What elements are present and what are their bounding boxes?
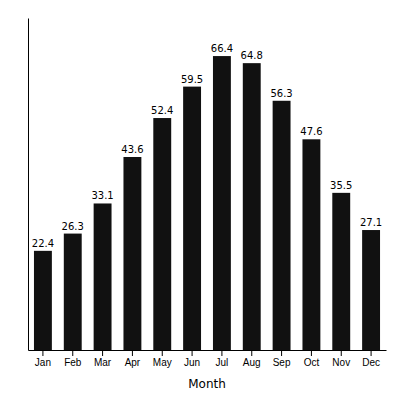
bars <box>34 56 380 350</box>
x-tick: Jul <box>216 350 229 368</box>
y-axis <box>28 19 29 351</box>
bar <box>64 234 82 350</box>
bar <box>153 118 171 350</box>
chart: 22.4 26.3 33.1 43.6 52.4 59.5 66.4 64.8 56.3 47.6… <box>0 0 400 400</box>
x-tick-label: Mar <box>94 357 112 368</box>
data-label: 59.5 <box>181 74 203 85</box>
bar <box>362 230 380 350</box>
x-tick: Apr <box>125 350 141 368</box>
x-tick: Oct <box>304 350 320 368</box>
x-tick-label: Oct <box>304 357 320 368</box>
bar <box>213 56 231 350</box>
data-label: 35.5 <box>330 180 352 191</box>
data-label: 26.3 <box>62 221 84 232</box>
x-tick-label: Jun <box>184 357 200 368</box>
bar <box>302 139 320 350</box>
x-tick: Jun <box>184 350 200 368</box>
x-tick-label: Feb <box>64 357 82 368</box>
x-tick-mark <box>162 350 163 356</box>
x-tick: May <box>153 350 172 368</box>
x-tick-mark <box>311 350 312 356</box>
x-axis: Jan Feb Mar Apr May Jun Jul Aug Sep Oct Nov Dec <box>29 350 387 368</box>
x-tick-mark <box>281 350 282 356</box>
x-tick: Nov <box>332 350 350 368</box>
x-tick-mark <box>251 350 252 356</box>
x-tick-mark <box>192 350 193 356</box>
x-axis-title: Month <box>188 377 226 391</box>
x-tick-label: Apr <box>125 357 141 368</box>
data-labels: 22.4 26.3 33.1 43.6 52.4 59.5 66.4 64.8 56.3 47.6… <box>32 43 382 249</box>
bar <box>332 193 350 350</box>
data-label: 22.4 <box>32 238 54 249</box>
x-tick: Dec <box>362 350 380 368</box>
x-tick-mark <box>132 350 133 356</box>
bar <box>273 101 291 350</box>
x-tick-label: Jul <box>216 357 229 368</box>
y-axis-line <box>28 19 29 351</box>
data-label: 43.6 <box>121 144 143 155</box>
plot: 22.4 26.3 33.1 43.6 52.4 59.5 66.4 64.8 56.3 47.6… <box>29 19 387 369</box>
x-tick-label: Sep <box>273 357 291 368</box>
bar <box>123 157 141 350</box>
bar <box>243 63 261 350</box>
data-label: 56.3 <box>270 88 292 99</box>
bar <box>94 203 112 350</box>
data-label: 47.6 <box>300 126 322 137</box>
x-tick-mark <box>42 350 43 356</box>
bar <box>183 87 201 350</box>
x-tick-mark <box>72 350 73 356</box>
data-label: 33.1 <box>91 190 113 201</box>
x-tick: Feb <box>64 350 82 368</box>
x-tick-mark <box>102 350 103 356</box>
x-tick-mark <box>371 350 372 356</box>
x-tick: Mar <box>94 350 112 368</box>
x-axis-line <box>29 350 387 351</box>
x-tick-mark <box>221 350 222 356</box>
x-tick-label: Aug <box>243 357 261 368</box>
x-tick: Aug <box>243 350 261 368</box>
x-tick-label: May <box>153 357 172 368</box>
data-label: 64.8 <box>241 50 263 61</box>
data-label: 52.4 <box>151 105 173 116</box>
x-tick: Sep <box>273 350 291 368</box>
data-label: 66.4 <box>211 43 233 54</box>
x-tick-label: Nov <box>332 357 350 368</box>
x-tick-mark <box>341 350 342 356</box>
x-tick: Jan <box>35 350 51 368</box>
bar <box>34 251 52 350</box>
x-tick-label: Jan <box>35 357 51 368</box>
x-tick-label: Dec <box>362 357 380 368</box>
data-label: 27.1 <box>360 217 382 228</box>
